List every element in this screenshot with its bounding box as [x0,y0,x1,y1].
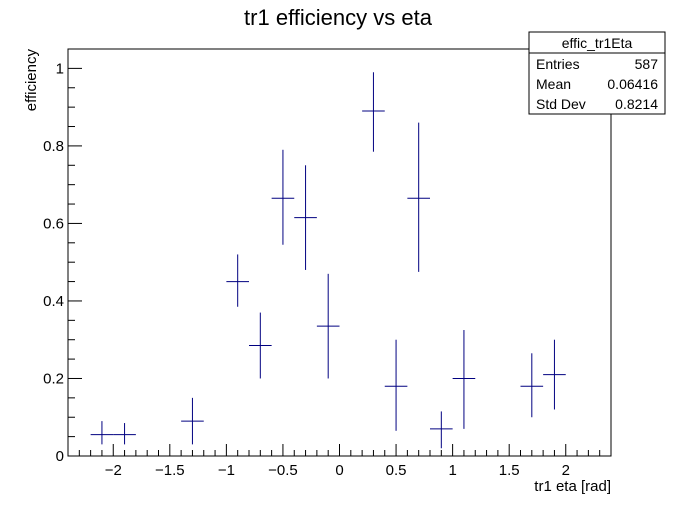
data-point [384,339,408,431]
stats-mean-value: 0.06416 [607,76,658,92]
data-point [543,339,566,410]
stats-box: effic_tr1Eta Entries 587 Mean 0.06416 St… [528,31,666,115]
x-tick-label: −1 [218,462,235,479]
data-point [407,122,430,272]
data-point [520,353,544,418]
data-point [181,397,204,445]
data-point [226,254,249,307]
data-point [430,411,453,449]
data-point [362,72,385,152]
stats-mean-label: Mean [536,76,571,92]
y-tick-label: 0.6 [43,215,64,232]
data-points [90,72,566,449]
stats-stddev-value: 0.8214 [615,96,658,112]
x-tick-label: 2 [562,462,570,479]
y-tick-label: 0.2 [43,370,64,387]
chart-title: tr1 efficiency vs eta [244,5,433,30]
data-point [294,165,317,270]
stats-box-frame [528,31,666,115]
data-point [113,423,136,445]
x-tick-label: 1.5 [499,462,520,479]
y-tick-label: 0 [56,448,64,465]
y-tick-label: 0.8 [43,138,64,155]
data-point [452,330,476,429]
x-axis: −2 −1.5 −1 −0.5 0 0.5 1 1.5 2 [78,444,601,479]
x-axis-label: tr1 eta [rad] [534,478,611,495]
stats-entries-value: 587 [635,56,659,72]
stats-stddev-label: Std Dev [536,96,586,112]
stats-box-title: effic_tr1Eta [562,35,633,51]
x-tick-label: 0.5 [386,462,407,479]
y-tick-label: 1 [56,60,64,77]
y-tick-label: 0.4 [43,293,64,310]
stats-entries-label: Entries [536,56,580,72]
x-tick-label: 1 [448,462,456,479]
data-point [90,421,114,445]
x-tick-label: −2 [105,462,122,479]
y-axis-label: efficiency [23,49,40,112]
x-tick-label: 0 [335,462,343,479]
data-point [316,273,340,379]
data-point [271,149,295,245]
y-axis: 0 0.2 0.4 0.6 0.8 1 [43,48,82,465]
data-point [249,312,272,379]
x-tick-label: −1.5 [155,462,185,479]
x-tick-label: −0.5 [268,462,298,479]
